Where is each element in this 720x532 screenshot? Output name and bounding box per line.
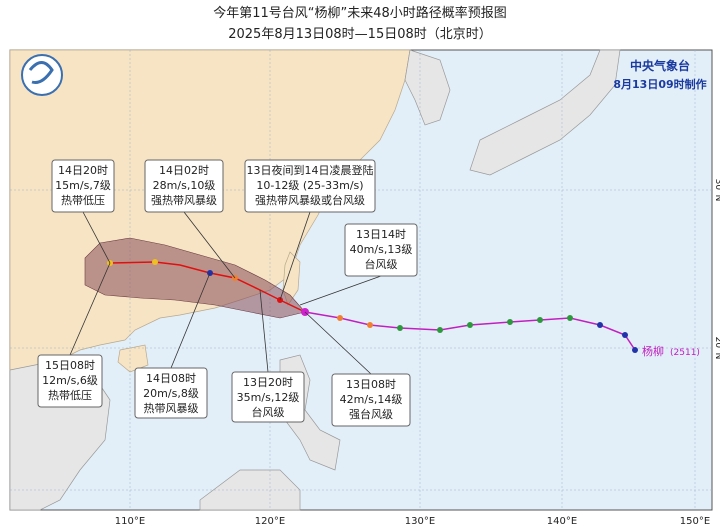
callout-box xyxy=(37,354,103,408)
callout-text: 20m/s,8级 xyxy=(143,387,199,400)
callout-box xyxy=(134,367,208,419)
callout-box xyxy=(331,373,411,427)
callout-text: 35m/s,12级 xyxy=(237,391,300,404)
callout-text: 14日08时 xyxy=(146,372,196,385)
leader-line xyxy=(259,289,269,373)
leader-line xyxy=(69,262,111,356)
callout-box xyxy=(51,159,115,213)
callout-text: 40m/s,13级 xyxy=(350,243,413,256)
callout-text: 13日20时 xyxy=(243,376,293,389)
lon-label: 150°E xyxy=(680,516,710,527)
callout-text: 强热带风暴级 xyxy=(151,194,217,207)
annotations: 14日20时15m/s,7级热带低压14日02时28m/s,10级强热带风暴级1… xyxy=(37,159,720,527)
lon-label: 110°E xyxy=(115,516,145,527)
leader-line xyxy=(304,311,372,375)
callout-box xyxy=(144,159,224,213)
callout-text: 强台风级 xyxy=(349,407,393,421)
storm-code: (2511) xyxy=(670,348,700,358)
callout-text: 13日14时 xyxy=(356,228,406,241)
title: 今年第11号台风“杨柳”未来48小时路径概率预报图 xyxy=(213,5,507,21)
lon-label: 130°E xyxy=(405,516,435,527)
callout-text: 热带风暴级 xyxy=(144,402,199,415)
callout-text: 13日08时 xyxy=(346,378,396,391)
agency: 中央气象台 xyxy=(630,58,690,73)
leader-line xyxy=(299,275,382,306)
lat-label: 20°N xyxy=(713,337,720,360)
callout-text: 台风级 xyxy=(252,405,285,419)
callout-text: 热带低压 xyxy=(48,389,92,402)
leader-line xyxy=(279,211,311,301)
callout-text: 14日02时 xyxy=(159,164,209,177)
lon-label: 120°E xyxy=(255,516,285,527)
callout-text: 13日夜间到14日凌晨登陆 xyxy=(247,163,374,177)
callout-text: 台风级 xyxy=(365,257,398,271)
map-frame xyxy=(9,49,713,511)
callout-text: 强热带风暴级或台风级 xyxy=(255,193,365,207)
callout-text: 15日08时 xyxy=(45,359,95,372)
callout-text: 15m/s,7级 xyxy=(55,179,111,192)
subtitle: 2025年8月13日08时—15日08时（北京时） xyxy=(228,27,492,42)
lon-label: 140°E xyxy=(547,516,577,527)
leader-line xyxy=(170,272,211,369)
callout-text: 28m/s,10级 xyxy=(153,179,216,192)
issued: 8月13日09时制作 xyxy=(613,77,706,91)
leader-line xyxy=(82,211,111,264)
callout-box xyxy=(231,371,305,423)
callout-text: 12m/s,6级 xyxy=(42,374,98,387)
callout-text: 42m/s,14级 xyxy=(340,393,403,406)
leader-line xyxy=(183,211,236,279)
storm-label: 杨柳 xyxy=(642,344,664,358)
callout-text: 14日20时 xyxy=(58,164,108,177)
callout-text: 热带低压 xyxy=(61,194,105,207)
callout-text: 10-12级 (25-33m/s) xyxy=(256,179,363,192)
lat-label: 30°N xyxy=(713,179,720,202)
callout-box xyxy=(344,223,418,277)
callout-box xyxy=(244,159,376,213)
